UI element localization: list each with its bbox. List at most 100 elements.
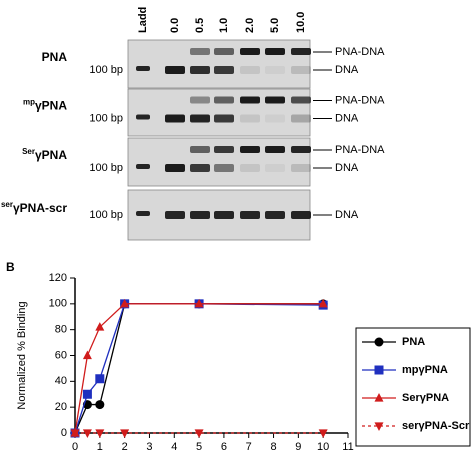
gel-image [127, 137, 311, 187]
row-label-main: γPNA-scr [13, 201, 67, 215]
band [165, 164, 185, 172]
x-tick-label: 4 [171, 441, 177, 453]
band [165, 211, 185, 219]
series-line [74, 303, 324, 434]
band [291, 211, 311, 219]
x-tick-label: 2 [122, 441, 128, 453]
y-tick-label: 60 [55, 349, 67, 361]
row-label-sup: Ser [22, 147, 35, 156]
band [291, 146, 311, 153]
band [291, 96, 311, 104]
marker-label: 100 bp [89, 209, 123, 221]
band [165, 66, 185, 74]
point [194, 298, 204, 308]
band [291, 164, 311, 172]
panel-label: B [6, 260, 15, 274]
row-label: mpγPNA [23, 98, 67, 113]
legend-label: SerγPNA [402, 392, 449, 404]
point [82, 429, 92, 438]
legend-label: PNA [402, 336, 425, 348]
band [136, 164, 150, 169]
band-label: DNA [335, 162, 359, 174]
y-tick-label: 20 [55, 401, 67, 413]
band [214, 66, 234, 74]
band [214, 114, 234, 123]
y-tick-label: 0 [61, 427, 67, 439]
band [190, 114, 210, 123]
band [240, 66, 260, 74]
point [194, 429, 204, 438]
point [95, 322, 105, 331]
lane-header: 0.0 [169, 18, 181, 33]
legend-marker [374, 337, 384, 347]
legend-label: mpγPNA [402, 364, 448, 376]
band [214, 48, 234, 55]
band [190, 164, 210, 172]
band [291, 66, 311, 74]
point [318, 429, 328, 438]
marker-label: 100 bp [89, 112, 123, 124]
band [190, 48, 210, 55]
band [190, 66, 210, 74]
row-label-main: γPNA [35, 148, 67, 162]
y-tick-label: 100 [49, 298, 67, 310]
row-label: serγPNA-scr [1, 200, 67, 215]
lane-header: 0.5 [194, 18, 206, 33]
y-tick-label: 120 [49, 272, 67, 284]
point [70, 429, 80, 438]
band [240, 96, 260, 104]
band [136, 114, 150, 120]
point [95, 400, 105, 410]
band [265, 211, 285, 219]
lane-header: 1.0 [218, 18, 230, 33]
point [82, 350, 92, 360]
band [265, 146, 285, 153]
marker-label: 100 bp [89, 162, 123, 174]
band-label: PNA-DNA [335, 94, 385, 106]
x-tick-label: 0 [72, 441, 78, 453]
lane-header: Ladd [137, 7, 149, 33]
lane-header: 2.0 [244, 18, 256, 33]
x-tick-label: 8 [270, 441, 276, 453]
legend-marker [374, 393, 384, 402]
band [214, 146, 234, 153]
band [165, 114, 185, 123]
point [120, 429, 130, 438]
band [190, 96, 210, 104]
band [240, 211, 260, 219]
point [95, 429, 105, 438]
band-label: DNA [335, 112, 359, 124]
band [240, 48, 260, 55]
band [214, 211, 234, 219]
row-label-sup: ser [1, 200, 13, 209]
lane-header: 10.0 [295, 12, 307, 33]
x-tick-label: 5 [196, 441, 202, 453]
y-axis-title: Normalized % Binding [16, 301, 28, 409]
band [240, 114, 260, 123]
band [265, 48, 285, 55]
band [136, 66, 150, 71]
x-tick-label: 6 [221, 441, 227, 453]
band-label: PNA-DNA [335, 144, 385, 156]
y-tick-label: 40 [55, 375, 67, 387]
row-label-sup: mp [23, 98, 35, 107]
band [240, 146, 260, 153]
point [318, 298, 328, 308]
band [265, 164, 285, 172]
band [265, 66, 285, 74]
series-line [74, 303, 324, 434]
band-label: PNA-DNA [335, 46, 385, 58]
band [265, 96, 285, 104]
x-tick-label: 10 [317, 441, 329, 453]
band-label: DNA [335, 209, 359, 221]
band-label: DNA [335, 64, 359, 76]
x-tick-label: 3 [146, 441, 152, 453]
marker-label: 100 bp [89, 64, 123, 76]
row-label: SerγPNA [22, 147, 67, 162]
point [95, 374, 105, 384]
gel-image [127, 39, 311, 89]
band [240, 164, 260, 172]
point [120, 298, 130, 308]
x-tick-label: 11 [342, 441, 353, 453]
